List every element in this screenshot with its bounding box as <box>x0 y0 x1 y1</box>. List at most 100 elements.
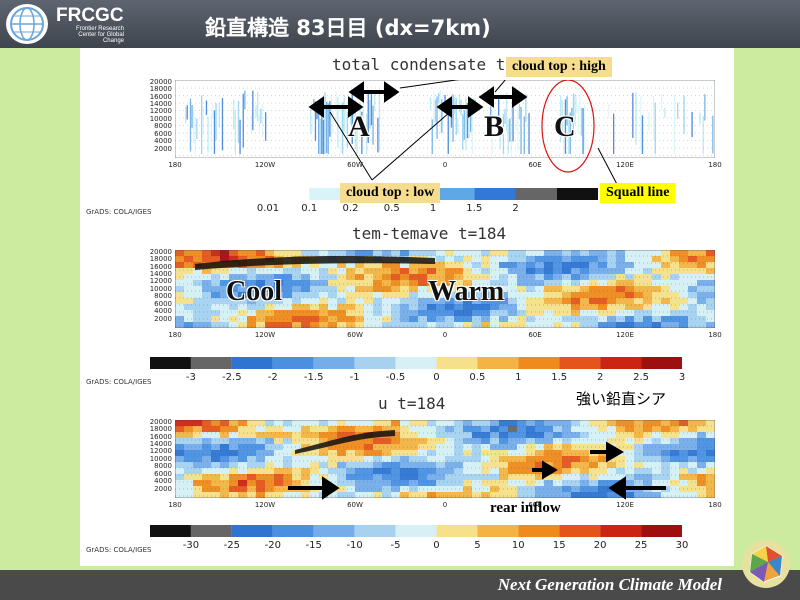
colorbar-tick-label: -3 <box>185 372 196 383</box>
x-tick-label: 180 <box>168 161 182 169</box>
colorbar-swatch <box>600 525 642 537</box>
colorbar-swatch <box>515 188 557 200</box>
colorbar-swatch <box>150 357 191 369</box>
colorbar-swatch <box>477 525 519 537</box>
x-tick-label: 0 <box>442 161 448 169</box>
colorbar-tick-label: 20 <box>593 540 607 551</box>
colorbar-swatch <box>518 525 560 537</box>
label-a: A <box>348 110 370 143</box>
colorbar-swatch <box>559 357 601 369</box>
colorbar-swatch <box>395 357 437 369</box>
colorbar-tick-label: -1.5 <box>303 372 324 383</box>
grads-label-3: GrADS: COLA/IGES <box>86 546 152 554</box>
x-tick-label: 120W <box>254 501 276 509</box>
colorbar-tick-label: -2.5 <box>222 372 242 383</box>
gem-logo-icon <box>742 540 790 588</box>
y-tick-label: 16000 <box>149 92 172 101</box>
logo-text: FRCGC <box>56 5 124 26</box>
colorbar-tick-label: 2 <box>596 372 604 383</box>
colorbar-tick-label: 0 <box>433 540 440 551</box>
colorbar-tick-label: 1 <box>429 203 437 214</box>
colorbar-swatch <box>231 525 273 537</box>
y-tick-label: 18000 <box>149 425 172 434</box>
wind-arrows <box>288 441 666 500</box>
globe-icon <box>10 7 44 41</box>
x-tick-label: 180 <box>708 161 722 169</box>
colorbar-tick-label: 2.5 <box>633 372 650 383</box>
y-tick-label: 2000 <box>154 144 172 153</box>
strong-shear-label: 強い鉛直シア <box>576 390 667 408</box>
y-tick-label: 20000 <box>149 77 172 86</box>
colorbar-tick-label: 5 <box>474 540 481 551</box>
colorbar-swatch <box>600 357 642 369</box>
x-tick-label: 180 <box>168 501 182 509</box>
colorbar-tick-label: 0.5 <box>383 203 400 214</box>
x-tick-label: 60E <box>528 501 542 509</box>
colorbar-tick-label: -1 <box>349 372 360 383</box>
colorbar-tick-label: -10 <box>346 540 363 551</box>
y-tick-label: 14000 <box>149 270 172 278</box>
y-tick-label: 10000 <box>149 114 172 123</box>
y-tick-label: 12000 <box>149 447 172 456</box>
colorbar-swatch <box>150 525 191 537</box>
footer-bar: Next Generation Climate Model <box>0 570 800 600</box>
x-tick-label: 180 <box>708 331 722 339</box>
colorbar-swatch <box>436 525 478 537</box>
y-tick-label: 16000 <box>149 262 172 271</box>
colorbar-swatch <box>518 357 560 369</box>
colorbar-tick-label: 0.5 <box>469 372 486 383</box>
y-tick-label: 4000 <box>154 137 172 146</box>
y-tick-label: 6000 <box>154 299 172 308</box>
cloud-top-low-callout: cloud top : low <box>340 183 441 203</box>
colorbar-tick-label: -0.5 <box>385 372 406 383</box>
y-tick-label: 12000 <box>149 107 172 116</box>
x-tick-label: 60E <box>528 331 542 339</box>
squall-line-callout: Squall line <box>600 183 676 203</box>
colorbar-tick-label: 10 <box>511 540 525 551</box>
y-tick-label: 14000 <box>149 440 172 448</box>
colorbar-tick-label: -2 <box>267 372 278 383</box>
colorbar-swatch <box>313 357 355 369</box>
x-tick-label: 120E <box>616 161 634 169</box>
colorbar-swatch <box>641 357 682 369</box>
u-wind-colorbar <box>150 525 682 537</box>
colorbar-tick-label: -20 <box>264 540 281 551</box>
y-tick-label: 14000 <box>149 100 172 108</box>
x-tick-label: 120E <box>616 331 634 339</box>
x-tick-label: 60W <box>347 501 363 509</box>
chart3-title: u t=184 <box>378 394 446 413</box>
cool-label: Cool <box>226 276 282 307</box>
label-c: C <box>554 110 576 143</box>
colorbar-tick-label: -15 <box>305 540 322 551</box>
x-tick-label: 120W <box>254 161 276 169</box>
frcgc-logo <box>6 4 48 44</box>
colorbar-swatch <box>313 525 355 537</box>
colorbar-swatch <box>474 188 516 200</box>
warm-label: Warm <box>428 276 505 307</box>
y-tick-label: 2000 <box>154 484 172 493</box>
colorbar-tick-label: 0 <box>433 372 440 383</box>
chart1-title: total condensate t=184 <box>332 55 544 74</box>
logo-subtext: Frontier Research Center for Global Chan… <box>75 26 124 44</box>
x-tick-label: 180 <box>168 331 182 339</box>
y-tick-label: 8000 <box>154 122 172 131</box>
colorbar-tick-label: 25 <box>634 540 648 551</box>
temperature-colorbar <box>150 357 682 369</box>
y-tick-label: 6000 <box>154 129 172 138</box>
label-b: B <box>484 110 505 143</box>
y-tick-label: 18000 <box>149 255 172 264</box>
y-tick-label: 4000 <box>154 477 172 486</box>
x-tick-label: 60E <box>528 161 542 169</box>
x-tick-label: 60W <box>347 161 363 169</box>
y-tick-label: 18000 <box>149 85 172 94</box>
y-tick-label: 12000 <box>149 277 172 286</box>
colorbar-tick-label: -5 <box>390 540 401 551</box>
x-tick-label: 0 <box>442 501 448 509</box>
colorbar-tick-label: 30 <box>675 540 689 551</box>
colorbar-swatch <box>641 525 682 537</box>
x-tick-label: 60W <box>347 331 363 339</box>
colorbar-swatch <box>433 188 475 200</box>
colorbar-swatch <box>477 357 519 369</box>
colorbar-tick-label: 0.2 <box>342 203 359 214</box>
colorbar-swatch <box>556 188 598 200</box>
